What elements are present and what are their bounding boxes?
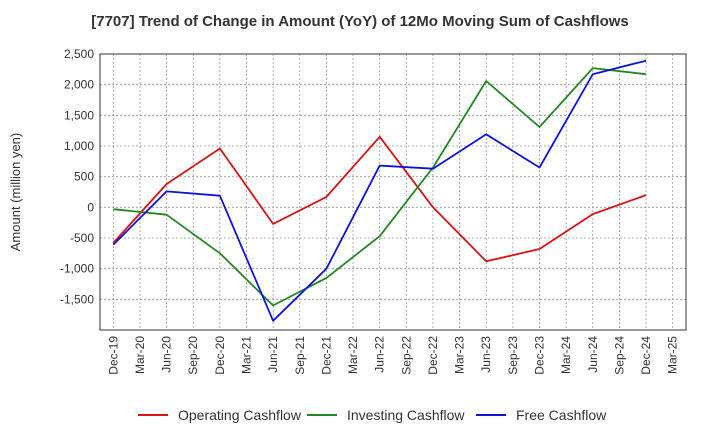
legend-item-operating-cashflow: Operating Cashflow: [138, 407, 302, 423]
legend-item-investing-cashflow: Investing Cashflow: [307, 407, 465, 423]
x-tick-label: Sep-20: [186, 336, 200, 375]
y-tick-label: 0: [87, 200, 94, 214]
legend-label: Operating Cashflow: [178, 407, 302, 423]
x-tick-label: Jun-21: [266, 336, 280, 373]
operating-cashflow-line: [112, 135, 647, 263]
y-axis-label: Amount (million yen): [8, 133, 23, 252]
legend-item-free-cashflow: Free Cashflow: [476, 407, 607, 423]
x-tick-label: Jun-22: [373, 336, 387, 373]
x-tick-label: Dec-24: [639, 336, 653, 375]
y-tick-label: -1,500: [60, 292, 94, 306]
series-lines: [112, 59, 647, 322]
plot-frame: [99, 53, 687, 331]
x-tick-label: Sep-23: [506, 336, 520, 375]
y-tick-label: 2,000: [64, 78, 94, 92]
y-tick-label: 500: [74, 170, 94, 184]
x-tick-label: Mar-21: [240, 336, 254, 374]
x-tick-label: Jun-23: [479, 336, 493, 373]
x-tick-label: Mar-25: [666, 336, 680, 374]
x-tick-label: Mar-24: [559, 336, 573, 374]
grid: [100, 53, 686, 330]
x-tick-label: Dec-23: [533, 336, 547, 375]
x-tick-label: Sep-24: [612, 336, 626, 375]
x-tick-label: Jun-20: [160, 336, 174, 373]
x-tick-label: Dec-20: [213, 336, 227, 375]
x-tick-label: Sep-21: [293, 336, 307, 375]
y-tick-label: 1,000: [64, 139, 94, 153]
y-tick-label: 1,500: [64, 108, 94, 122]
x-axis-ticks: Dec-19 Mar-20 Jun-20 Sep-20 Dec-20 Mar-21 Jun-…: [106, 336, 679, 375]
y-tick-label: -1,000: [60, 262, 94, 276]
x-tick-label: Dec-19: [106, 336, 120, 375]
legend: Operating Cashflow Investing Cashflow Free…: [138, 407, 607, 423]
free-cashflow-line: [112, 59, 647, 322]
x-tick-label: Sep-22: [399, 336, 413, 375]
y-axis-ticks: 2,500 2,000 1,500 1,000 500 0 -500 -1,000 -1,500: [60, 47, 94, 306]
x-tick-label: Jun-24: [586, 336, 600, 373]
legend-label: Free Cashflow: [516, 407, 607, 423]
x-tick-label: Dec-22: [426, 336, 440, 375]
legend-label: Investing Cashflow: [347, 407, 465, 423]
x-tick-label: Mar-23: [453, 336, 467, 374]
x-tick-label: Mar-20: [133, 336, 147, 374]
chart-title: [7707] Trend of Change in Amount (YoY) o…: [91, 13, 629, 30]
y-tick-label: 2,500: [64, 47, 94, 61]
investing-cashflow-line: [113, 67, 647, 307]
y-tick-label: -500: [70, 231, 94, 245]
x-tick-label: Mar-22: [346, 336, 360, 374]
x-tick-label: Dec-21: [319, 336, 333, 375]
